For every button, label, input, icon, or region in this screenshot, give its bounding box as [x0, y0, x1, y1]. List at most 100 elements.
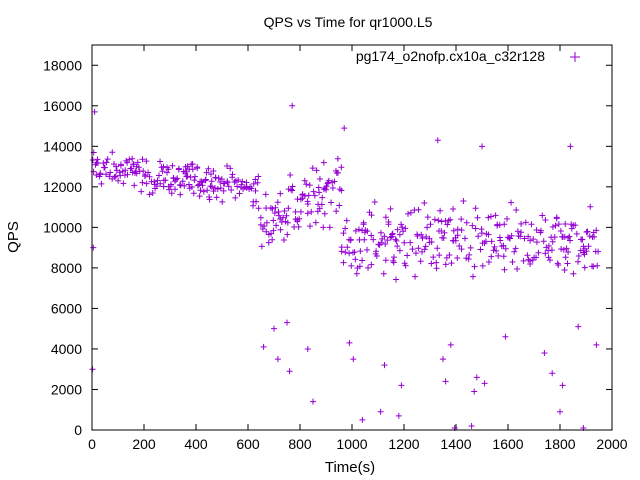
y-tick-label: 8000	[51, 260, 82, 276]
data-point	[207, 183, 214, 190]
data-point	[304, 345, 311, 352]
data-point	[316, 205, 323, 212]
data-point	[566, 233, 573, 240]
data-point	[338, 244, 345, 251]
data-point	[304, 210, 311, 217]
data-point	[128, 165, 135, 172]
data-point	[124, 171, 131, 178]
data-point	[442, 378, 449, 385]
chart-title: QPS vs Time for qr1000.L5	[264, 14, 433, 30]
data-point	[390, 259, 397, 266]
x-tick-label: 1800	[544, 436, 575, 452]
data-point	[160, 163, 167, 170]
data-point	[501, 266, 508, 273]
data-point	[227, 165, 234, 172]
data-point	[518, 229, 524, 236]
data-point	[525, 233, 532, 240]
data-point	[310, 398, 316, 405]
data-point	[271, 210, 278, 217]
data-point	[113, 163, 120, 170]
data-point	[529, 257, 536, 264]
data-point	[542, 250, 549, 257]
data-point	[450, 205, 457, 212]
data-point	[388, 233, 395, 240]
data-point	[188, 183, 195, 190]
data-point	[167, 183, 174, 190]
data-point	[284, 319, 290, 326]
data-point	[336, 202, 343, 209]
data-point	[270, 217, 277, 224]
data-point	[107, 169, 114, 176]
data-point	[573, 230, 580, 237]
data-point	[584, 228, 591, 235]
data-point	[326, 224, 333, 231]
data-point	[301, 193, 308, 200]
data-point	[393, 237, 400, 244]
data-point	[593, 341, 600, 348]
data-point	[271, 325, 277, 332]
data-point	[412, 273, 419, 280]
data-point	[295, 223, 302, 230]
data-point	[398, 221, 405, 228]
data-point	[204, 187, 211, 194]
data-point	[564, 260, 571, 267]
data-point	[398, 382, 405, 389]
data-point	[217, 185, 224, 192]
data-point	[321, 210, 328, 217]
data-point	[528, 221, 535, 228]
data-point	[424, 214, 431, 221]
data-point	[98, 180, 105, 187]
data-point	[508, 199, 515, 206]
data-point	[549, 370, 556, 377]
data-point	[210, 167, 217, 174]
data-point	[153, 183, 160, 190]
data-point	[461, 235, 468, 242]
data-point	[111, 173, 118, 180]
data-point	[263, 219, 270, 226]
data-point	[593, 227, 600, 234]
data-point	[239, 178, 246, 185]
data-point	[215, 175, 222, 182]
data-point	[109, 149, 116, 156]
data-point	[488, 253, 495, 260]
data-point	[189, 166, 196, 173]
data-point	[352, 256, 359, 263]
data-point	[469, 222, 476, 229]
data-point	[308, 208, 315, 215]
data-point	[154, 177, 161, 184]
data-point	[343, 217, 350, 224]
data-point	[501, 221, 508, 228]
data-point	[587, 203, 594, 210]
axis-ticks: 0 200 400 600 800 1000 1200 1400 1600 1800 2000 0 20…	[43, 45, 628, 452]
data-point	[131, 182, 138, 189]
data-point	[441, 229, 448, 236]
data-point	[548, 247, 555, 254]
data-point	[301, 177, 308, 184]
data-point	[234, 183, 241, 190]
data-point	[524, 252, 531, 259]
data-point	[255, 205, 262, 212]
data-point	[572, 222, 579, 229]
data-point	[232, 194, 239, 201]
data-point	[419, 235, 426, 242]
legend-label: pg174_o2nofp.cx10a_c32r128	[356, 48, 545, 64]
data-point	[292, 208, 299, 215]
data-point	[555, 262, 562, 269]
data-point	[558, 246, 565, 253]
data-point	[166, 186, 173, 193]
data-point	[500, 242, 507, 249]
data-point	[101, 164, 108, 171]
data-point	[289, 102, 296, 109]
data-point	[396, 247, 403, 254]
data-point	[149, 190, 156, 197]
data-point	[473, 374, 480, 381]
data-point	[387, 234, 394, 241]
data-point	[562, 220, 569, 227]
data-point	[560, 246, 567, 253]
data-point	[273, 222, 280, 229]
data-point	[471, 263, 478, 270]
data-point	[318, 201, 325, 208]
data-point	[126, 156, 133, 163]
legend: pg174_o2nofp.cx10a_c32r128	[356, 48, 580, 64]
data-point	[421, 200, 428, 207]
